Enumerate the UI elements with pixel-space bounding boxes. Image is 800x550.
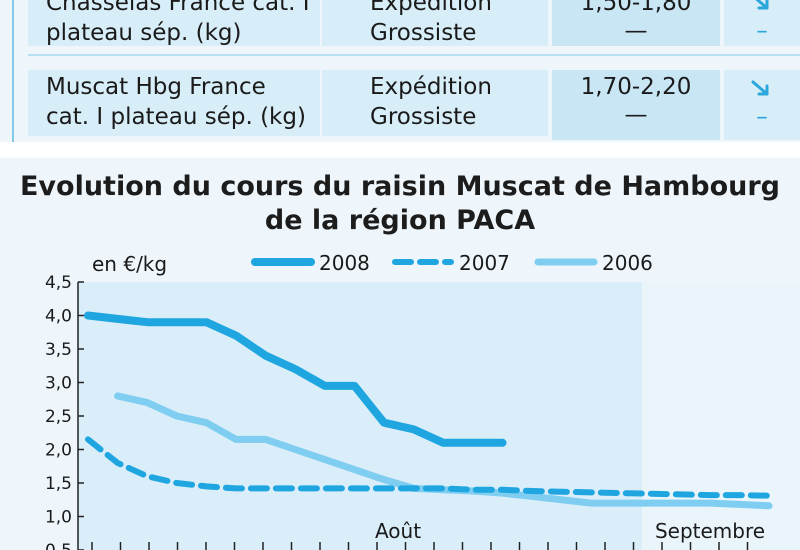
product-cell: Chasselas France cat. I plateau sép. (kg… bbox=[28, 0, 320, 46]
chart-title-line: Evolution du cours du raisin Muscat de H… bbox=[19, 171, 781, 202]
down-arrow-icon bbox=[724, 74, 800, 104]
series-line-2007 bbox=[85, 436, 772, 499]
product-line: Muscat Hbg France bbox=[46, 74, 266, 100]
market-line: Grossiste bbox=[370, 104, 477, 130]
x-month-label: Septembre bbox=[655, 519, 765, 543]
chart-title-line: de la région PACA bbox=[264, 205, 536, 236]
y-tick-label: 4,0 bbox=[45, 307, 72, 327]
price-range: 1,50-1,80 bbox=[580, 0, 692, 16]
price-dash: — bbox=[624, 18, 648, 44]
down-arrow-icon bbox=[724, 0, 800, 18]
series-line-2008 bbox=[84, 311, 507, 447]
y-tick-label: 1,5 bbox=[45, 474, 72, 494]
trend-cell: – bbox=[724, 0, 800, 46]
market-cell: Expédition Grossiste bbox=[322, 70, 548, 136]
legend-label-2008: 2008 bbox=[319, 251, 370, 275]
y-tick-label: 4,5 bbox=[45, 273, 72, 293]
trend-dash: – bbox=[756, 18, 768, 44]
trend-dash: – bbox=[756, 104, 768, 130]
series-group bbox=[84, 311, 773, 510]
price-cell: 1,50-1,80 — bbox=[552, 0, 720, 46]
price-table: Chasselas France cat. I plateau sép. (kg… bbox=[0, 0, 800, 142]
y-tick-label: 1,0 bbox=[45, 508, 72, 528]
y-tick-label: 2,5 bbox=[45, 407, 72, 427]
legend-label-2006: 2006 bbox=[602, 251, 653, 275]
y-tick-label: 3,5 bbox=[45, 340, 72, 360]
axes: 4,5 4,0 3,5 3,0 2,5 2,0 1,5 1,0 0,5 Août Septembre bbox=[45, 273, 765, 550]
row-divider bbox=[28, 54, 800, 56]
trend-cell: – bbox=[724, 70, 800, 140]
legend: 2008 2007 2006 bbox=[251, 251, 653, 275]
price-cell: 1,70-2,20 — bbox=[552, 70, 720, 140]
y-axis-unit-label: en €/kg bbox=[92, 252, 167, 276]
legend-label-2007: 2007 bbox=[459, 251, 510, 275]
market-line: Expédition bbox=[370, 74, 492, 100]
product-line: plateau sép. (kg) bbox=[46, 20, 242, 46]
product-line: cat. I plateau sép. (kg) bbox=[46, 104, 306, 130]
chart-title: Evolution du cours du raisin Muscat de H… bbox=[0, 170, 800, 238]
y-tick-label: 0,5 bbox=[45, 541, 72, 550]
price-dash: — bbox=[624, 102, 648, 128]
plot-area-september bbox=[642, 282, 800, 550]
market-line: Expédition bbox=[370, 0, 492, 16]
product-line: Chasselas France cat. I bbox=[46, 0, 310, 16]
table-left-rule bbox=[12, 0, 14, 142]
product-cell: Muscat Hbg France cat. I plateau sép. (k… bbox=[28, 70, 320, 136]
market-cell: Expédition Grossiste bbox=[322, 0, 548, 46]
x-month-label: Août bbox=[375, 519, 421, 543]
y-tick-label: 3,0 bbox=[45, 374, 72, 394]
y-tick-label: 2,0 bbox=[45, 441, 72, 461]
market-line: Grossiste bbox=[370, 20, 477, 46]
price-range: 1,70-2,20 bbox=[580, 74, 692, 100]
